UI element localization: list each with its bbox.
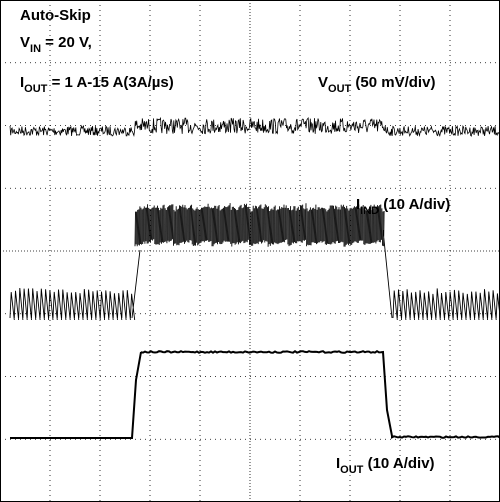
vin-main: V	[20, 34, 30, 51]
iout-trace	[10, 349, 500, 439]
vin-rest: = 20 V,	[41, 34, 92, 51]
iout-rest: (10 A/div)	[363, 455, 434, 472]
vout-sub: OUT	[328, 83, 352, 95]
vin-sub: IN	[30, 43, 41, 55]
iind-sub: IND	[360, 205, 379, 217]
waveforms	[9, 116, 500, 439]
vin-label: VIN = 20 V,	[20, 34, 92, 55]
iout-step-label: IOUT = 1 A-15 A(3A/µs)	[20, 74, 174, 95]
iout-sub: OUT	[340, 464, 364, 476]
annotations: Auto-Skip VIN = 20 V, IOUT = 1 A-15 A(3A…	[20, 7, 450, 476]
vout-trace	[9, 116, 500, 138]
mode-label: Auto-Skip	[20, 7, 91, 24]
iind-main: I	[356, 196, 360, 213]
vout-main: V	[318, 74, 328, 91]
iout-step-rest: = 1 A-15 A(3A/µs)	[47, 74, 173, 91]
iind-label: IIND (10 A/div)	[356, 196, 450, 217]
iout-main: I	[336, 455, 340, 472]
vout-label: VOUT (50 mV/div)	[318, 74, 435, 95]
iout-label: IOUT (10 A/div)	[336, 455, 435, 476]
iind-rest: (10 A/div)	[379, 196, 450, 213]
vout-rest: (50 mV/div)	[351, 74, 435, 91]
iind-trace	[9, 203, 500, 321]
iout-step-main: I	[20, 74, 24, 91]
iout-step-sub: OUT	[24, 83, 48, 95]
